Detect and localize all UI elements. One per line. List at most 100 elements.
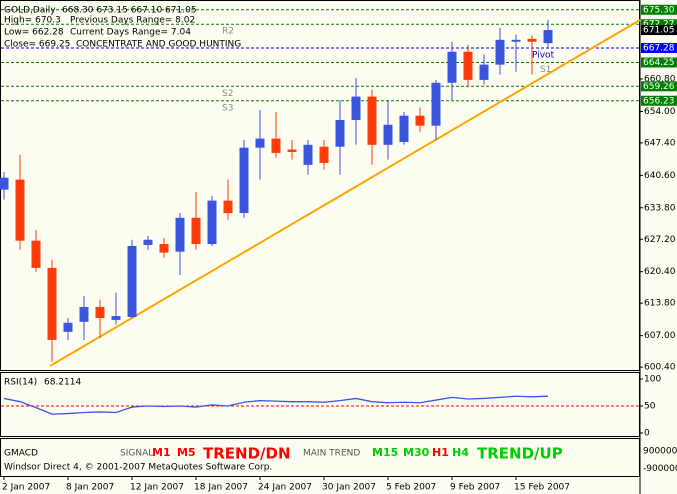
candle-body — [31, 240, 41, 268]
x-tick-label: 15 Feb 2007 — [514, 483, 570, 493]
level-box — [641, 4, 677, 15]
y-tick-label: 620.40 — [644, 267, 676, 277]
candle-body — [367, 96, 377, 145]
candle-body — [47, 267, 57, 340]
info: Previous Days Range= 8.02 — [70, 16, 195, 26]
level-name: S2 — [222, 89, 233, 99]
candle-body — [159, 244, 169, 253]
y-tick-label: 100 — [644, 375, 661, 385]
ohlc-text: 668.30 673.15 667.10 671.05 — [62, 6, 197, 16]
y-tick-label: 640.60 — [644, 171, 676, 181]
y-tick-label: 660.80 — [644, 74, 676, 84]
x-tick-label: 30 Jan 2007 — [322, 483, 376, 493]
rsi-value: 68.2114 — [44, 378, 81, 388]
y-tick-label: 50 — [644, 401, 656, 411]
level-label: 656.23 — [643, 96, 675, 106]
candle-body — [111, 316, 121, 320]
x-tick-label: 2 Jan 2007 — [2, 483, 50, 493]
x-tick-label: 18 Jan 2007 — [194, 483, 248, 493]
candle-body — [287, 149, 297, 152]
levels — [1, 9, 640, 102]
level-name: S3 — [222, 103, 233, 113]
candle-body — [543, 30, 553, 44]
signal-label: SIGNAL — [120, 449, 153, 459]
candle-body — [351, 96, 361, 120]
gmacd-label: GMACD — [4, 449, 38, 459]
signal-trend: TREND/DN — [203, 445, 291, 463]
level-name: R2 — [222, 27, 234, 37]
y-tick-label: -9000000 — [643, 464, 677, 474]
level-name: S1 — [540, 65, 551, 75]
candle-body — [271, 138, 281, 153]
candle-body — [175, 217, 185, 252]
signal-frame: M5 — [177, 446, 196, 459]
level-box — [641, 81, 677, 92]
candle-body — [239, 147, 249, 214]
y-tick-label: 607.00 — [644, 331, 676, 341]
trend-line — [49, 19, 641, 367]
price-box — [641, 25, 677, 36]
level-label: 675.30 — [643, 5, 675, 15]
level-label: 664.25 — [643, 58, 675, 68]
rsi-label: RSI(14) — [4, 378, 37, 388]
level-box — [641, 95, 677, 106]
y-tick-label: 647.40 — [644, 138, 676, 148]
info: CONCENTRATE AND GOOD HUNTING — [76, 40, 241, 50]
level-box — [641, 57, 677, 68]
y-tick-label: 627.20 — [644, 235, 676, 245]
main-frame: M30 — [403, 446, 430, 459]
info: Current Days Range= 7.04 — [70, 28, 191, 38]
main-frame: M15 — [372, 446, 398, 459]
candle-body — [15, 179, 25, 241]
signal-frame: M1 — [152, 446, 171, 459]
candle-body — [127, 245, 137, 318]
candle-body — [383, 124, 393, 145]
chart-title: GOLD,Daily — [4, 6, 56, 16]
candle-body — [447, 51, 457, 83]
y-tick-label: 613.80 — [644, 299, 676, 309]
candle-body — [319, 146, 329, 163]
candle-body — [95, 307, 105, 318]
y-tick-label: 633.80 — [644, 203, 676, 213]
info: High= 670.3 — [4, 16, 61, 26]
level-label: 672.27 — [643, 20, 675, 30]
candle-body — [415, 115, 425, 126]
main-frame: H4 — [452, 446, 469, 459]
level-box — [641, 19, 677, 30]
x-tick-label: 24 Jan 2007 — [258, 483, 312, 493]
candle-body — [79, 307, 89, 322]
candle-body — [335, 119, 345, 147]
candle-body — [495, 39, 505, 65]
x-tick-label: 8 Jan 2007 — [66, 483, 114, 493]
y-tick-label: 0 — [644, 428, 650, 438]
candle-body — [431, 82, 441, 126]
main-trend: TREND/UP — [477, 445, 563, 463]
copyright: Windsor Direct 4, © 2001-2007 MetaQuotes… — [4, 463, 272, 473]
candle-body — [463, 51, 473, 80]
x-tick-label: 9 Feb 2007 — [450, 483, 500, 493]
candle-body — [223, 200, 233, 214]
candle-body — [527, 38, 537, 42]
candle-body — [399, 115, 409, 142]
y-tick-label: 654.00 — [644, 107, 676, 117]
level-name: Pivot — [532, 51, 555, 61]
candle-body — [63, 322, 73, 332]
price-label: 671.05 — [643, 26, 675, 36]
level-label: 667.28 — [643, 44, 675, 54]
candle-body — [0, 177, 9, 190]
level-box — [641, 43, 677, 54]
y-tick-label: 9000000 — [643, 447, 677, 457]
marks — [0, 20, 553, 362]
rsi-line — [3, 395, 549, 415]
x-tick-label: 12 Jan 2007 — [130, 483, 184, 493]
candle-body — [255, 138, 265, 148]
candle-body — [207, 200, 217, 245]
main-trend-label: MAIN TREND — [303, 449, 360, 459]
candle-body — [143, 239, 153, 245]
info: Low= 662.28 — [4, 28, 64, 38]
y-tick-label: 600.40 — [644, 363, 676, 373]
level-label: 659.26 — [643, 82, 675, 92]
x-tick-label: 5 Feb 2007 — [386, 483, 436, 493]
